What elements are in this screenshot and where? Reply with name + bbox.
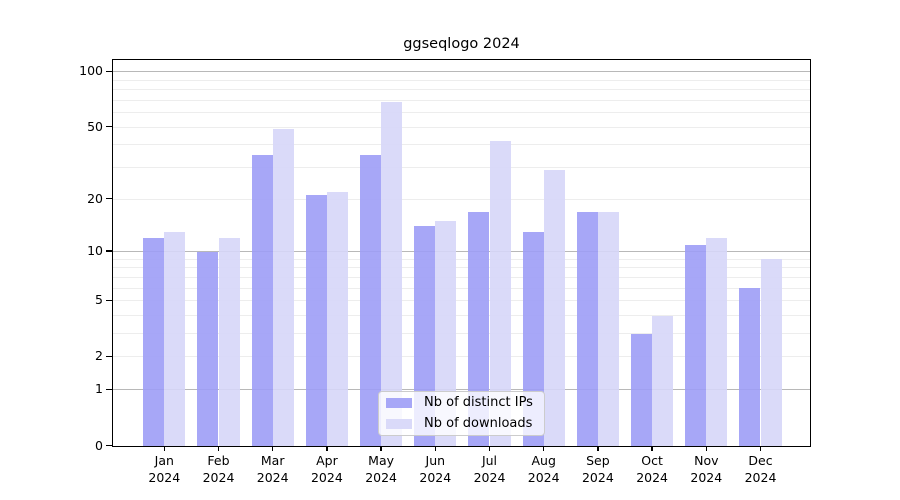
legend-swatch-distinct-ips-icon	[386, 397, 412, 409]
x-tick-label-apr: Apr 2024	[310, 453, 343, 485]
legend-label-downloads: Nb of downloads	[424, 416, 533, 431]
bar-distinct-ips-oct	[630, 333, 653, 446]
legend-row-distinct-ips: Nb of distinct IPs	[379, 394, 544, 412]
bar-downloads-oct	[652, 315, 674, 446]
gridline-minor	[113, 356, 810, 358]
y-axis-tick-mark	[105, 388, 113, 390]
bar-downloads-may	[381, 101, 403, 446]
gridline-major	[113, 251, 810, 253]
x-tick-label-oct: Oct 2024	[636, 453, 668, 485]
bar-distinct-ips-apr	[305, 195, 327, 446]
bar-distinct-ips-sep	[576, 211, 598, 446]
x-tick-label-nov: Nov 2024	[690, 453, 723, 485]
bar-downloads-jan	[164, 232, 186, 446]
legend-label-distinct-ips: Nb of distinct IPs	[424, 395, 533, 410]
gridline-minor	[113, 300, 810, 302]
bar-distinct-ips-feb	[197, 251, 219, 446]
bar-downloads-feb	[218, 238, 240, 446]
y-axis-tick-mark	[105, 126, 113, 128]
y-tick-label: 5	[95, 292, 103, 308]
bar-distinct-ips-may	[359, 155, 382, 446]
gridline-minor	[113, 276, 810, 278]
y-tick-label: 1	[95, 381, 103, 397]
bar-downloads-nov	[706, 238, 728, 446]
y-tick-label: 100	[79, 63, 103, 79]
x-axis-tick-mark	[759, 446, 762, 451]
x-axis-tick-mark	[488, 446, 491, 451]
chart-title: ggseqlogo 2024	[403, 36, 520, 52]
y-tick-label: 20	[87, 190, 103, 206]
bar-distinct-ips-nov	[685, 244, 707, 446]
gridline-minor	[113, 126, 810, 128]
gridline-minor	[113, 89, 810, 91]
y-axis-tick-mark	[105, 299, 113, 301]
x-tick-label-jun: Jun 2024	[419, 453, 452, 485]
y-axis-tick-mark	[105, 70, 113, 72]
gridline-minor	[113, 144, 810, 146]
y-tick-label: 2	[95, 348, 103, 364]
x-axis-tick-mark	[163, 446, 165, 451]
x-axis-tick-mark	[380, 446, 382, 451]
gridline-minor	[113, 258, 810, 260]
bar-distinct-ips-mar	[251, 155, 273, 446]
bar-downloads-sep	[597, 211, 620, 446]
bar-downloads-apr	[326, 191, 349, 446]
bar-downloads-mar	[272, 128, 294, 446]
gridline-minor	[113, 333, 810, 335]
gridline-minor	[113, 315, 810, 316]
legend-swatch-downloads-icon	[386, 418, 412, 430]
x-tick-label-may: May 2024	[365, 453, 397, 485]
y-tick-label: 50	[87, 118, 103, 134]
x-tick-label-dec: Dec 2024	[744, 453, 777, 485]
bar-distinct-ips-dec	[739, 288, 761, 446]
y-axis-tick-mark	[105, 355, 113, 358]
x-tick-label-feb: Feb 2024	[202, 453, 235, 485]
gridline-minor	[113, 167, 810, 169]
x-axis-tick-mark	[326, 446, 328, 451]
y-axis-tick-mark	[105, 444, 113, 447]
x-axis-tick-mark	[543, 446, 545, 451]
x-axis-tick-mark	[217, 446, 220, 451]
gridline-minor	[113, 198, 810, 200]
x-axis-tick-mark	[272, 446, 274, 451]
legend: Nb of distinct IPs Nb of downloads	[378, 391, 545, 436]
x-tick-label-jul: Jul 2024	[473, 453, 506, 485]
bar-distinct-ips-jul	[468, 211, 490, 446]
x-axis-tick-mark	[597, 446, 599, 451]
x-axis-tick-mark	[651, 446, 653, 451]
x-axis-tick-mark	[434, 446, 436, 451]
y-axis-tick-mark	[105, 197, 113, 200]
x-tick-label-mar: Mar 2024	[256, 453, 289, 485]
y-tick-label: 0	[95, 437, 103, 453]
bar-downloads-jul	[489, 141, 511, 446]
gridline-major	[113, 71, 810, 73]
plot-area: Nb of distinct IPs Nb of downloads	[112, 59, 811, 447]
gridline-minor	[113, 79, 810, 81]
bar-distinct-ips-jan	[143, 238, 165, 446]
y-axis-tick-mark	[105, 250, 113, 252]
x-axis-tick-mark	[705, 446, 707, 451]
gridline-minor	[113, 287, 810, 289]
gridline-minor	[113, 267, 810, 269]
bar-downloads-jun	[435, 221, 457, 446]
gridline-minor	[113, 99, 810, 101]
gridline-minor	[113, 112, 810, 114]
bar-downloads-dec	[760, 259, 782, 446]
legend-row-downloads: Nb of downloads	[379, 415, 544, 433]
x-tick-label-jan: Jan 2024	[148, 453, 181, 485]
x-tick-label-aug: Aug 2024	[527, 453, 560, 485]
gridline-major	[113, 389, 810, 391]
bar-downloads-aug	[543, 170, 565, 446]
y-tick-label: 10	[87, 243, 103, 259]
x-tick-label-sep: Sep 2024	[581, 453, 614, 485]
